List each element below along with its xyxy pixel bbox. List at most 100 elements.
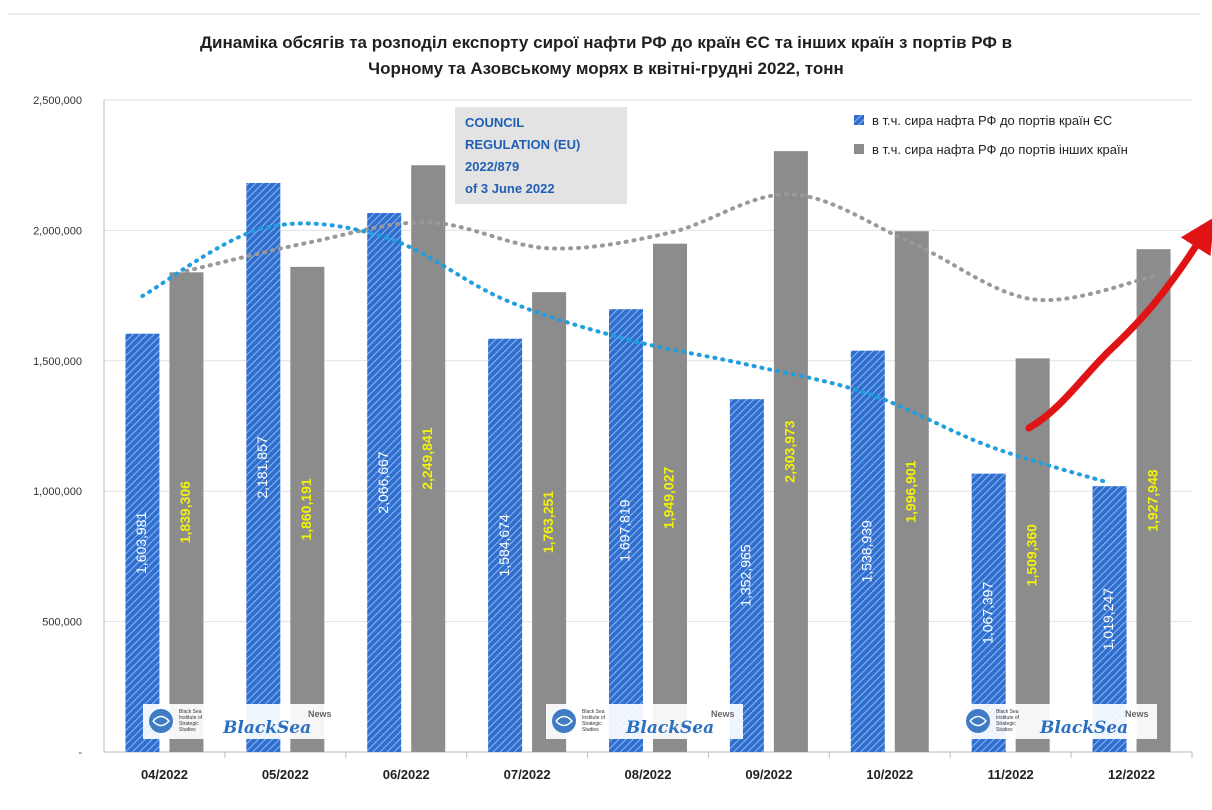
data-label-eu: 1,019,247 bbox=[1100, 588, 1116, 650]
x-tick-label: 09/2022 bbox=[745, 767, 792, 782]
logo-text-line3: Strategic bbox=[179, 721, 199, 727]
bar-eu bbox=[729, 399, 764, 752]
x-tick-label: 04/2022 bbox=[141, 767, 188, 782]
logo-globe-icon bbox=[552, 709, 576, 733]
bar-other bbox=[290, 266, 325, 752]
data-label-eu: 1,697,819 bbox=[617, 499, 633, 561]
watermark-logo-3: Black Sea Institute of Strategic Studies… bbox=[960, 704, 1157, 739]
x-tick-label: 07/2022 bbox=[504, 767, 551, 782]
legend-label-other: в т.ч. сира нафта РФ до портів інших кра… bbox=[872, 142, 1128, 157]
chart-title-line1: Динаміка обсягів та розподіл експорту си… bbox=[200, 33, 1012, 52]
logo-globe-swirl bbox=[555, 715, 574, 727]
logo-backdrop bbox=[143, 704, 340, 739]
logo-text-line4: Studies bbox=[582, 727, 599, 733]
trend-lines bbox=[140, 192, 1156, 486]
data-label-other: 2,249,841 bbox=[419, 427, 435, 489]
logo-news: News bbox=[1125, 709, 1149, 719]
data-label-eu: 1,603,981 bbox=[133, 511, 149, 573]
regulation-note: COUNCIL REGULATION (EU) 2022/879 of 3 Ju… bbox=[455, 107, 627, 204]
y-tick-label: 1,000,000 bbox=[33, 486, 82, 498]
trend-line-eu bbox=[140, 221, 1112, 486]
growth-arrow bbox=[1025, 217, 1212, 432]
logo-brand: BlackSea bbox=[1039, 718, 1128, 738]
logo-globe-swirl bbox=[152, 715, 171, 727]
regulation-line4: of 3 June 2022 bbox=[465, 181, 555, 196]
data-label-eu: 1,352,965 bbox=[738, 544, 754, 606]
bar-other bbox=[653, 243, 687, 752]
logo-globe-icon bbox=[966, 709, 990, 733]
gridlines bbox=[104, 99, 1192, 623]
data-label-other: 1,839,306 bbox=[177, 481, 193, 543]
legend-swatch-eu bbox=[854, 115, 864, 125]
legend-label-eu: в т.ч. сира нафта РФ до портів країн ЄС bbox=[872, 113, 1112, 128]
logo-text-line4: Studies bbox=[996, 727, 1013, 733]
bar-eu bbox=[367, 213, 402, 752]
x-tick-label: 12/2022 bbox=[1108, 767, 1155, 782]
regulation-box bbox=[455, 107, 627, 204]
data-label-eu: 1,538,939 bbox=[858, 520, 874, 582]
bar-eu bbox=[125, 333, 160, 752]
data-labels: 1,603,981 1,839,306 2,181,857 1,860,191 2,06… bbox=[133, 420, 1160, 650]
logo-brand: BlackSea bbox=[625, 718, 714, 738]
bar-eu bbox=[850, 350, 885, 752]
logo-text-line1: Black Sea bbox=[582, 709, 605, 715]
y-tick-label: 500,000 bbox=[42, 617, 82, 629]
legend-swatch-other bbox=[854, 144, 864, 154]
data-label-other: 1,927,948 bbox=[1144, 469, 1160, 531]
logo-text-line2: Institute of bbox=[179, 715, 203, 721]
logo-news: News bbox=[711, 709, 735, 719]
data-label-other: 1,509,360 bbox=[1023, 524, 1039, 586]
logo-backdrop bbox=[960, 704, 1157, 739]
bar-other bbox=[532, 292, 567, 752]
legend: в т.ч. сира нафта РФ до портів країн ЄС … bbox=[854, 113, 1128, 157]
data-label-eu: 1,067,397 bbox=[979, 581, 995, 643]
chart-title-line2: Чорному та Азовському морях в квітні-гру… bbox=[368, 59, 844, 78]
bars bbox=[125, 151, 1171, 753]
bar-other bbox=[169, 272, 204, 752]
logo-text-line3: Strategic bbox=[996, 721, 1016, 727]
data-label-eu: 2,181,857 bbox=[254, 436, 270, 498]
regulation-line2: REGULATION (EU) bbox=[465, 137, 580, 152]
logo-text-line1: Black Sea bbox=[179, 709, 202, 715]
y-tick-label: 2,000,000 bbox=[33, 225, 82, 237]
logo-text-line2: Institute of bbox=[996, 715, 1020, 721]
data-label-other: 1,860,191 bbox=[298, 478, 314, 540]
bar-eu bbox=[246, 182, 281, 753]
logo-news: News bbox=[308, 709, 332, 719]
axes: - 500,000 1,000,000 1,500,000 2,000,000 2,500… bbox=[33, 95, 1193, 782]
x-tick-label: 08/2022 bbox=[625, 767, 672, 782]
x-tick-label: 05/2022 bbox=[262, 767, 309, 782]
x-tick-label: 11/2022 bbox=[988, 767, 1034, 782]
bar-other bbox=[894, 231, 929, 752]
y-tick-label: 2,500,000 bbox=[33, 95, 82, 107]
logo-globe-icon bbox=[149, 709, 173, 733]
data-label-other: 1,949,027 bbox=[661, 466, 677, 528]
watermark-logo-2: Black Sea Institute of Strategic Studies… bbox=[546, 704, 743, 739]
bar-eu bbox=[488, 338, 523, 752]
data-label-other: 1,996,901 bbox=[902, 460, 918, 522]
data-label-eu: 2,066,667 bbox=[375, 451, 391, 513]
logo-text-line2: Institute of bbox=[582, 715, 606, 721]
watermark-logo-1: Black Sea Institute of Strategic Studies… bbox=[143, 704, 340, 739]
logo-text-line4: Studies bbox=[179, 727, 196, 733]
logo-brand: BlackSea bbox=[222, 718, 311, 738]
regulation-line1: COUNCIL bbox=[465, 115, 524, 130]
x-tick-label: 10/2022 bbox=[866, 767, 913, 782]
x-tick-label: 06/2022 bbox=[383, 767, 430, 782]
logo-backdrop bbox=[546, 704, 743, 739]
bar-other bbox=[411, 165, 446, 753]
trend-line-other bbox=[184, 192, 1156, 303]
y-tick-label: - bbox=[78, 747, 82, 759]
logo-text-line3: Strategic bbox=[582, 721, 602, 727]
data-label-other: 2,303,973 bbox=[782, 420, 798, 482]
bar-other bbox=[773, 151, 808, 752]
bar-eu bbox=[609, 309, 643, 752]
regulation-line3: 2022/879 bbox=[465, 159, 519, 174]
data-label-other: 1,763,251 bbox=[540, 491, 556, 553]
y-tick-label: 1,500,000 bbox=[33, 356, 82, 368]
data-label-eu: 1,584,674 bbox=[496, 514, 512, 576]
logo-globe-swirl bbox=[969, 715, 988, 727]
logo-text-line1: Black Sea bbox=[996, 709, 1019, 715]
